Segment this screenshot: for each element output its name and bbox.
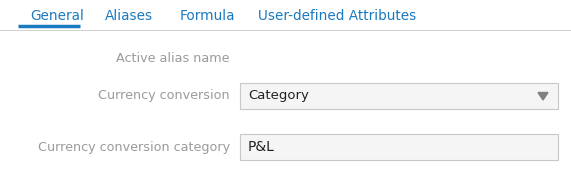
FancyBboxPatch shape — [240, 83, 558, 109]
Polygon shape — [538, 93, 548, 100]
Text: Aliases: Aliases — [105, 9, 153, 23]
FancyBboxPatch shape — [240, 134, 558, 160]
Text: Category: Category — [248, 89, 309, 102]
Text: Currency conversion: Currency conversion — [98, 89, 230, 102]
Text: Formula: Formula — [180, 9, 235, 23]
Text: Active alias name: Active alias name — [116, 51, 230, 64]
Text: General: General — [30, 9, 84, 23]
Text: Currency conversion category: Currency conversion category — [38, 140, 230, 153]
Text: P&L: P&L — [248, 140, 275, 154]
Text: User-defined Attributes: User-defined Attributes — [258, 9, 416, 23]
